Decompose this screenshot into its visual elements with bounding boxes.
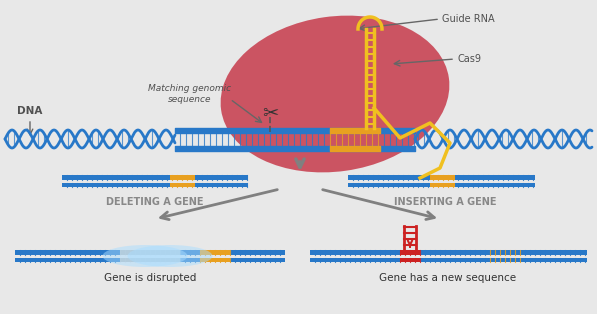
Ellipse shape: [103, 245, 187, 267]
Bar: [62, 175, 170, 180]
Bar: [180, 257, 200, 262]
Bar: [200, 257, 230, 262]
Bar: [15, 257, 120, 262]
Text: Cas9: Cas9: [457, 54, 481, 64]
Bar: [62, 182, 170, 187]
Bar: [455, 175, 535, 180]
Text: Guide RNA: Guide RNA: [442, 14, 495, 24]
Bar: [195, 182, 248, 187]
Bar: [455, 182, 535, 187]
Text: Matching genomic
sequence: Matching genomic sequence: [149, 84, 232, 104]
Text: DELETING A GENE: DELETING A GENE: [106, 197, 204, 207]
Ellipse shape: [221, 16, 450, 172]
Bar: [420, 257, 587, 262]
Bar: [120, 250, 180, 255]
Bar: [310, 257, 400, 262]
Bar: [430, 182, 455, 187]
Bar: [400, 250, 420, 255]
Bar: [230, 250, 285, 255]
Bar: [180, 250, 200, 255]
Bar: [348, 182, 430, 187]
Bar: [195, 175, 248, 180]
Text: DNA: DNA: [17, 106, 43, 116]
Bar: [200, 250, 230, 255]
Bar: [15, 250, 120, 255]
Text: ✂: ✂: [262, 105, 278, 123]
Bar: [400, 257, 420, 262]
Text: Gene is disrupted: Gene is disrupted: [104, 273, 196, 283]
Bar: [430, 175, 455, 180]
Ellipse shape: [128, 245, 213, 267]
Bar: [420, 250, 587, 255]
Bar: [230, 257, 285, 262]
Text: INSERTING A GENE: INSERTING A GENE: [394, 197, 496, 207]
Bar: [120, 257, 180, 262]
Bar: [170, 175, 195, 180]
Text: Gene has a new sequence: Gene has a new sequence: [380, 273, 516, 283]
Bar: [310, 250, 400, 255]
Bar: [170, 182, 195, 187]
Bar: [348, 175, 430, 180]
